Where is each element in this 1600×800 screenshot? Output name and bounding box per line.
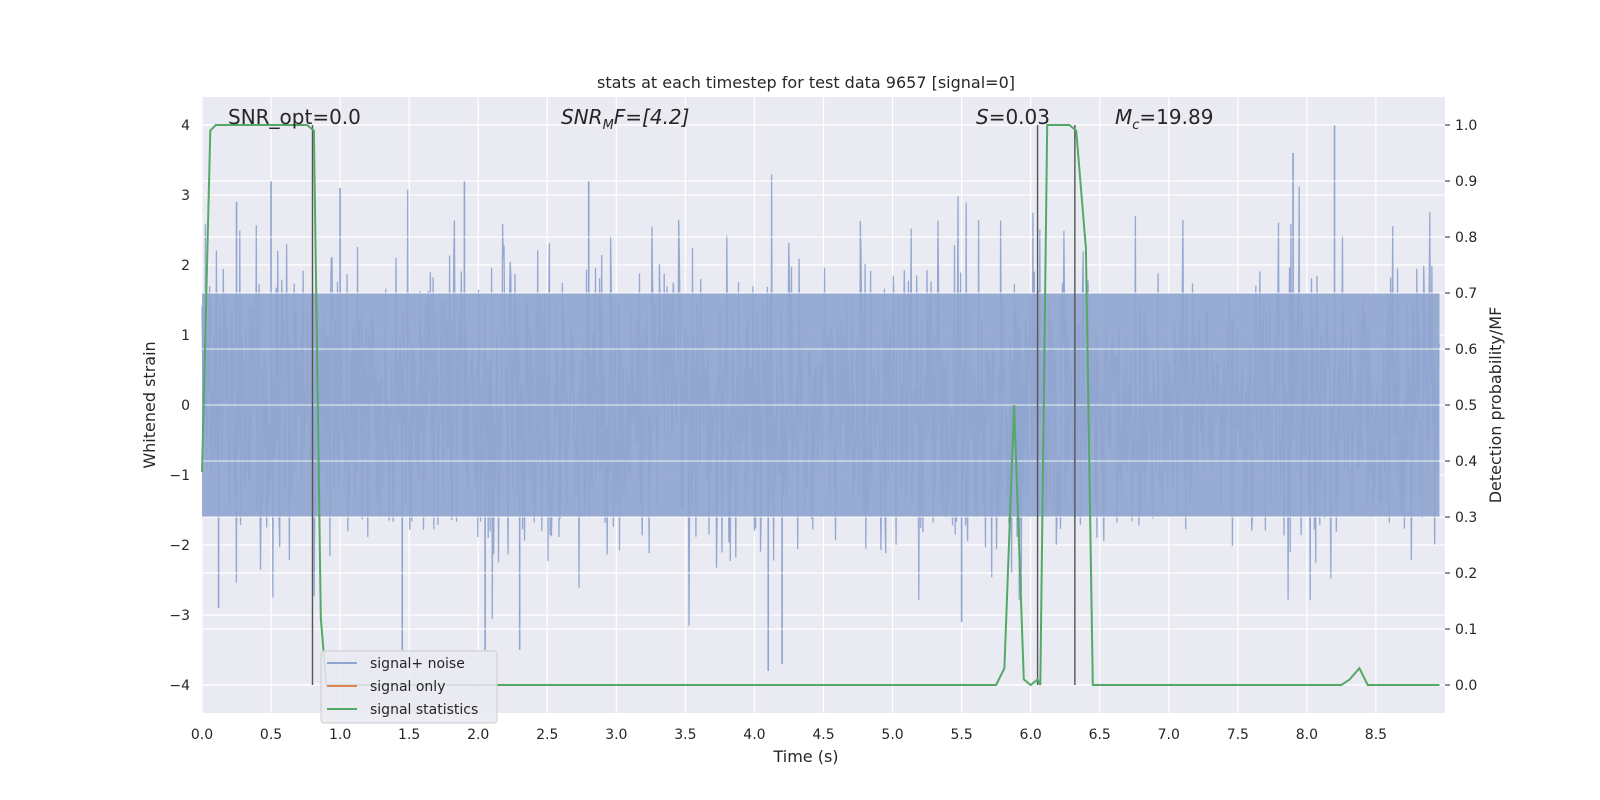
x-tick-label: 0.5 <box>260 727 282 743</box>
mc-base: M <box>1115 105 1132 129</box>
x-tick-label: 3.5 <box>674 727 696 743</box>
statistics-line <box>201 124 1440 687</box>
x-tick-label: 7.0 <box>1158 727 1180 743</box>
y-axis-label: Whitened strain <box>140 341 159 468</box>
vertical-markers <box>311 125 1076 685</box>
y-right-tick-label: 0.1 <box>1455 622 1477 638</box>
mc-annotation: Mc=19.89 <box>1115 105 1213 133</box>
x-tick-label: 7.5 <box>1227 727 1249 743</box>
x-tick-label: 2.0 <box>467 727 489 743</box>
chart-title: stats at each timestep for test data 965… <box>597 73 1015 92</box>
mc-sub: c <box>1132 118 1139 133</box>
legend-box <box>320 650 498 724</box>
y-tick-label: 0 <box>181 398 190 414</box>
y-right-tick-label: 0.7 <box>1455 286 1477 302</box>
legend: signal+ noise signal only signal statist… <box>320 650 498 724</box>
signal-noise-series <box>201 124 1445 686</box>
snr-mf-sub: M <box>603 118 614 133</box>
x-tick-label: 4.5 <box>812 727 834 743</box>
x-tick-label: 1.5 <box>398 727 420 743</box>
x-axis-label: Time (s) <box>772 747 838 766</box>
y-tick-label: −4 <box>169 678 190 694</box>
x-tick-labels: 0.0 0.5 1.0 1.5 2.0 2.5 3.0 3.5 4.0 4.5 5.0 5.5 6.0 6… <box>191 727 1387 743</box>
x-tick-label: 6.5 <box>1089 727 1111 743</box>
snr-mf-rest: F=[4.2] <box>614 105 690 129</box>
x-tick-label: 4.0 <box>743 727 765 743</box>
s-value: =0.03 <box>989 105 1050 129</box>
s-label: S <box>976 105 989 129</box>
snr-opt-annotation: SNR_opt=0.0 <box>228 105 361 129</box>
y-tick-label: −2 <box>169 538 190 554</box>
y-right-axis-label: Detection probability/MF <box>1486 307 1505 504</box>
y-tick-label: 3 <box>181 188 190 204</box>
x-tick-label: 1.0 <box>329 727 351 743</box>
x-tick-label: 0.0 <box>191 727 213 743</box>
x-tick-label: 8.0 <box>1296 727 1318 743</box>
y-tick-labels: 4 3 2 1 0 −1 −2 −3 −4 <box>169 118 190 694</box>
y-tick-label: 4 <box>181 118 190 134</box>
x-tick-label: 5.0 <box>881 727 903 743</box>
x-tick-label: 6.0 <box>1020 727 1042 743</box>
legend-label-statistics: signal statistics <box>370 702 478 718</box>
y-tick-label: 1 <box>181 328 190 344</box>
x-tick-label: 2.5 <box>536 727 558 743</box>
x-tick-label: 8.5 <box>1365 727 1387 743</box>
y-right-tick-label: 0.5 <box>1455 398 1477 414</box>
snr-mf-base: SNR <box>561 105 603 129</box>
y-right-tick-label: 0.0 <box>1455 678 1477 694</box>
y-tick-label: 2 <box>181 258 190 274</box>
x-tick-label: 3.0 <box>605 727 627 743</box>
y-tick-label: −1 <box>169 468 190 484</box>
mc-value: =19.89 <box>1139 105 1213 129</box>
y-right-tick-label: 0.6 <box>1455 342 1477 358</box>
snr-mf-annotation: SNRMF=[4.2] <box>561 105 689 133</box>
s-annotation: S=0.03 <box>976 105 1050 129</box>
legend-label-signal-only: signal only <box>370 679 445 695</box>
y-right-tick-label: 0.8 <box>1455 230 1477 246</box>
legend-label-noise: signal+ noise <box>370 656 465 672</box>
noise-line <box>201 174 1441 626</box>
y-right-tick-label: 0.4 <box>1455 454 1477 470</box>
signal-statistics-series <box>201 124 1440 687</box>
y-right-tick-label: 0.2 <box>1455 566 1477 582</box>
y-right-tick-labels: 1.0 0.9 0.8 0.7 0.6 0.5 0.4 0.3 0.2 0.1 0.0 <box>1445 118 1477 694</box>
y-right-tick-label: 0.3 <box>1455 510 1477 526</box>
y-tick-label: −3 <box>169 608 190 624</box>
x-tick-label: 5.5 <box>950 727 972 743</box>
y-right-tick-label: 0.9 <box>1455 174 1477 190</box>
y-right-tick-label: 1.0 <box>1455 118 1477 134</box>
